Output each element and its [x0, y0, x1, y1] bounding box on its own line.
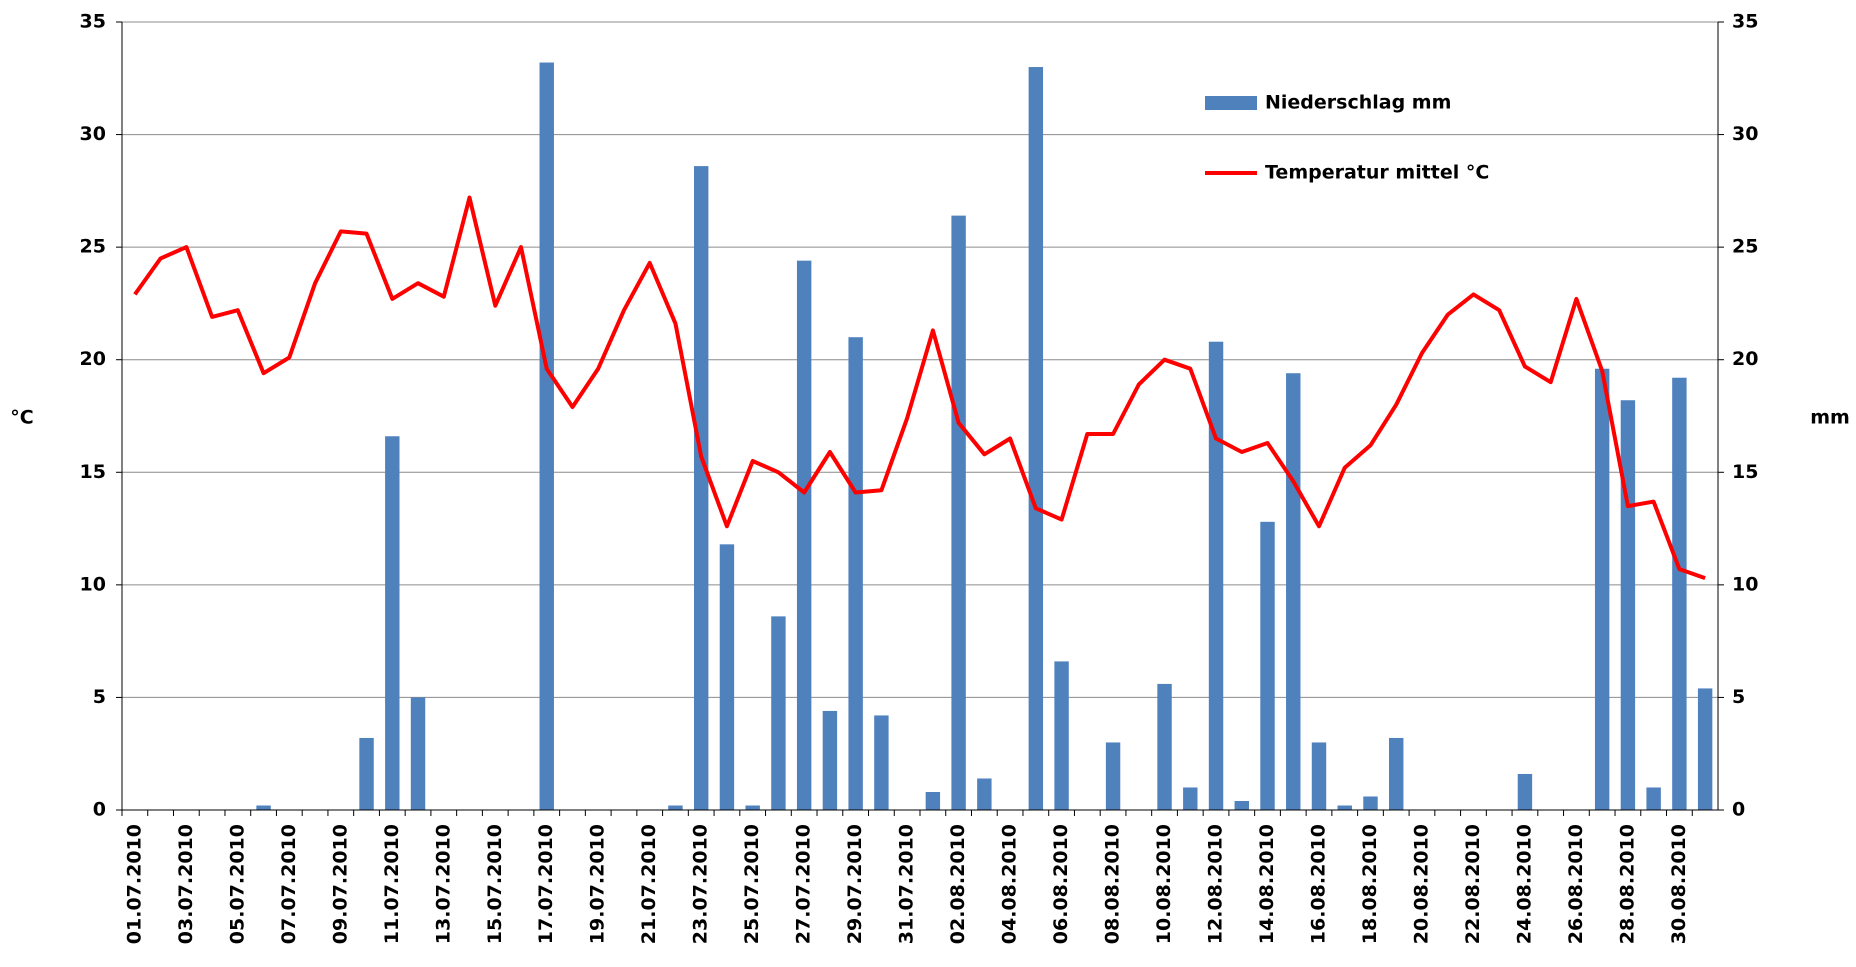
- bar: [1183, 787, 1198, 810]
- bar: [1157, 683, 1172, 810]
- x-tick-label: 17.07.2010: [535, 824, 557, 944]
- bar: [822, 710, 838, 810]
- bar: [977, 778, 992, 810]
- y-tick-label: 15: [80, 461, 106, 483]
- bar: [1028, 67, 1044, 811]
- y2-tick-label: 35: [1732, 11, 1758, 33]
- y-tick-label: 0: [93, 799, 106, 821]
- bar: [1234, 800, 1249, 810]
- x-tick-label: 07.07.2010: [278, 824, 300, 944]
- bar: [1646, 787, 1661, 810]
- bar: [1208, 341, 1224, 810]
- bar: [771, 616, 786, 810]
- x-tick-label: 22.08.2010: [1462, 824, 1484, 944]
- x-tick-label: 01.07.2010: [123, 824, 145, 944]
- bar: [1697, 688, 1713, 810]
- y-tick-label: 25: [80, 236, 106, 258]
- x-tick-label: 30.08.2010: [1668, 824, 1690, 944]
- bar: [719, 544, 735, 810]
- x-tick-label: 21.07.2010: [638, 824, 660, 944]
- x-tick-label: 19.07.2010: [587, 824, 609, 944]
- x-tick-label: 25.07.2010: [741, 824, 763, 944]
- y2-tick-label: 20: [1732, 348, 1758, 370]
- x-tick-label: 18.08.2010: [1359, 824, 1381, 944]
- bar: [385, 436, 400, 810]
- x-tick-label: 08.08.2010: [1102, 824, 1124, 944]
- x-tick-label: 02.08.2010: [947, 824, 969, 944]
- bar: [796, 260, 812, 810]
- x-tick-label: 15.07.2010: [484, 824, 506, 944]
- x-tick-label: 26.08.2010: [1565, 824, 1587, 944]
- line: [133, 195, 1706, 580]
- y2-axis-label: mm: [1810, 407, 1850, 429]
- x-tick-label: 20.08.2010: [1410, 824, 1432, 944]
- bar: [1620, 400, 1636, 810]
- x-tick-label: 28.08.2010: [1616, 824, 1638, 944]
- bar: [1594, 368, 1610, 810]
- legend-label: Niederschlag mm: [1265, 92, 1451, 114]
- x-tick-label: 06.08.2010: [1050, 824, 1072, 944]
- bar: [1672, 377, 1687, 810]
- x-tick-label: 12.08.2010: [1205, 824, 1227, 944]
- y2-tick-label: 5: [1732, 686, 1745, 708]
- bar: [1054, 661, 1069, 810]
- y2-tick-label: 30: [1732, 123, 1758, 145]
- bar: [848, 337, 863, 810]
- bar: [874, 715, 889, 810]
- bar: [1337, 805, 1352, 810]
- bar: [539, 62, 554, 811]
- y2-tick-label: 25: [1732, 236, 1758, 258]
- bar: [1105, 742, 1121, 810]
- x-tick-label: 23.07.2010: [690, 824, 712, 944]
- x-tick-label: 14.08.2010: [1256, 824, 1278, 944]
- x-tick-label: 27.07.2010: [793, 824, 815, 944]
- bar: [693, 166, 709, 810]
- x-tick-label: 24.08.2010: [1513, 824, 1535, 944]
- y-tick-label: 30: [80, 123, 106, 145]
- x-tick-label: 11.07.2010: [381, 824, 403, 944]
- x-tick-label: 16.08.2010: [1308, 824, 1330, 944]
- y-tick-label: 20: [80, 348, 106, 370]
- bar: [1311, 742, 1327, 810]
- x-tick-label: 31.07.2010: [896, 824, 918, 944]
- bar: [668, 805, 683, 810]
- x-tick-label: 09.07.2010: [329, 824, 351, 944]
- bar: [1260, 521, 1275, 810]
- bar: [1363, 796, 1378, 810]
- x-tick-label: 04.08.2010: [999, 824, 1021, 944]
- y2-tick-label: 0: [1732, 799, 1745, 821]
- y-tick-label: 5: [93, 686, 106, 708]
- bar: [1286, 373, 1301, 810]
- x-tick-label: 05.07.2010: [226, 824, 248, 944]
- bar: [256, 805, 271, 810]
- y-tick-label: 10: [80, 573, 106, 595]
- x-tick-label: 29.07.2010: [844, 824, 866, 944]
- bar: [925, 791, 941, 810]
- bar: [1517, 773, 1533, 810]
- bar: [745, 805, 760, 810]
- y-axis-label: °C: [10, 407, 33, 429]
- x-tick-label: 03.07.2010: [175, 824, 197, 944]
- bar: [1389, 737, 1404, 810]
- y2-tick-label: 15: [1732, 461, 1758, 483]
- y-tick-label: 35: [80, 11, 106, 33]
- x-tick-label: 13.07.2010: [432, 824, 454, 944]
- bar: [951, 215, 966, 810]
- x-tick-label: 10.08.2010: [1153, 824, 1175, 944]
- legend-label: Temperatur mittel °C: [1265, 162, 1489, 184]
- bar: [359, 737, 374, 810]
- y2-tick-label: 10: [1732, 573, 1758, 595]
- bar: [410, 697, 426, 810]
- legend-swatch: [1205, 96, 1257, 110]
